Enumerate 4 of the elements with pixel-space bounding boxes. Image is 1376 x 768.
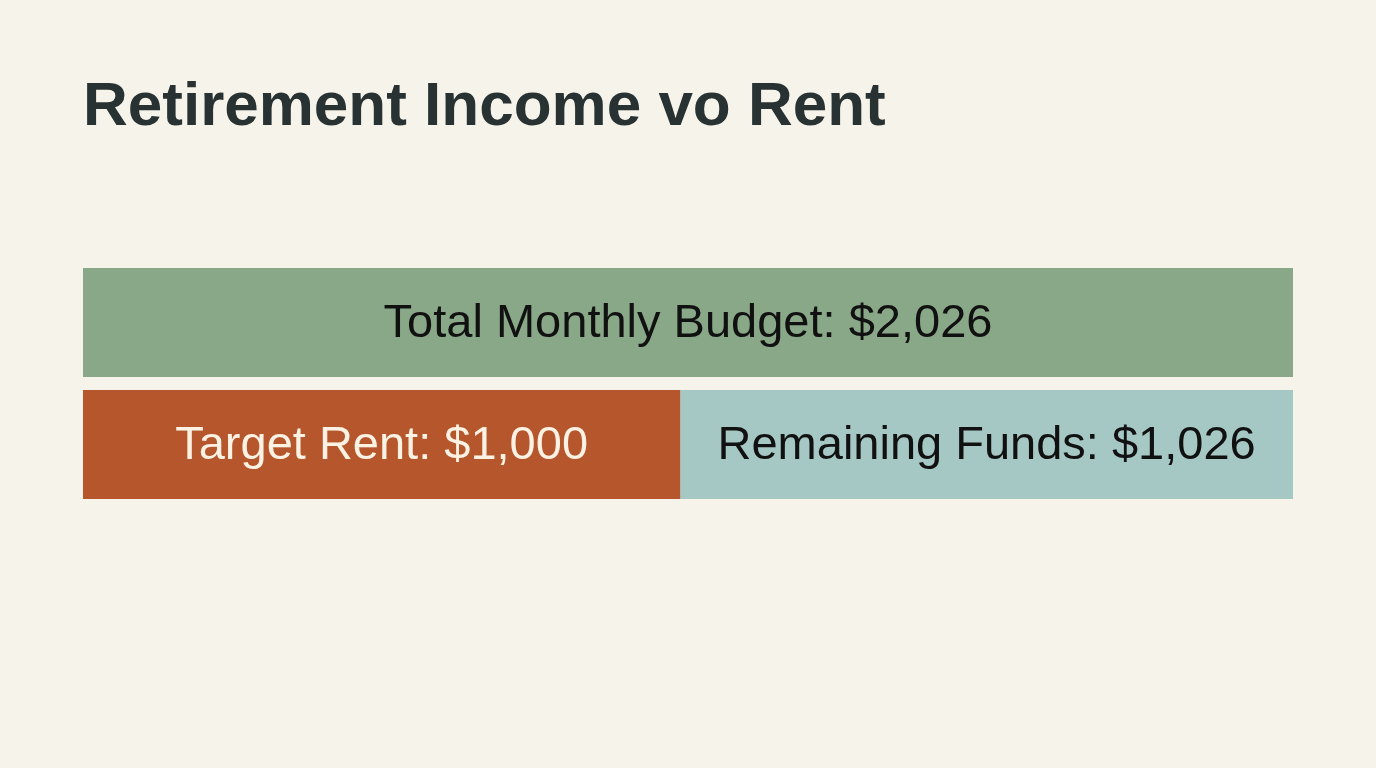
data-label: Target Rent: $1,000: [175, 416, 589, 470]
data-label: Remaining Funds: $1,026: [717, 416, 1256, 470]
data-label: Total Monthly Budget: $2,026: [383, 294, 993, 348]
chart-title: Retirement Income vo Rent: [83, 69, 886, 138]
